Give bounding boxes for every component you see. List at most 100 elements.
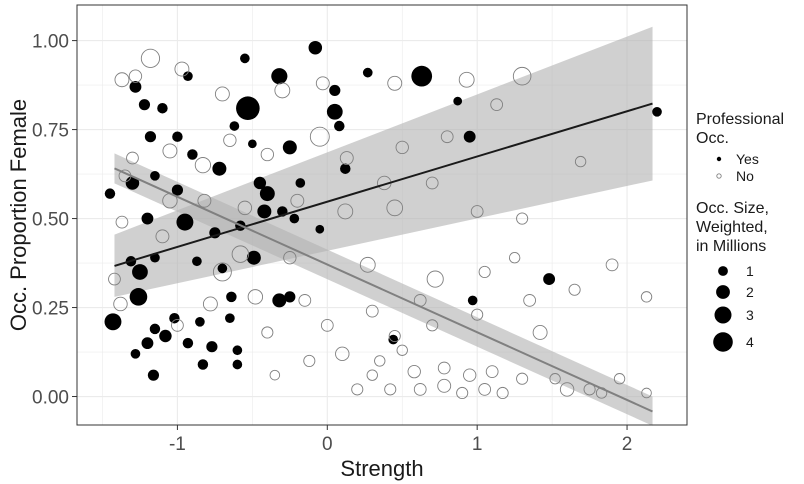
point-professional [169,312,180,324]
point-professional [225,313,235,324]
point-professional [176,213,194,231]
point-professional [171,184,184,196]
legend-group-title-line2: Occ. [696,130,729,147]
point-non-professional [212,262,232,282]
point-professional [282,140,297,155]
fit-line-yes [114,102,653,267]
point-non-professional [194,157,212,174]
point-non-professional [202,296,218,312]
point-non-professional [384,383,397,396]
point-professional [253,176,267,190]
legend-key-yes [716,156,722,162]
point-professional [453,96,463,106]
point-non-professional [426,270,444,288]
point-non-professional [387,75,403,91]
point-non-professional [155,229,170,244]
x-tick-label: -1 [169,434,186,455]
point-professional [141,212,154,225]
point-non-professional [171,318,184,332]
point-professional [284,291,296,303]
point-non-professional [114,72,130,88]
point-non-professional [613,373,626,385]
x-tick-label: 1 [472,434,483,455]
point-non-professional [456,386,469,400]
point-non-professional [337,203,354,220]
point-non-professional [231,245,250,263]
point-professional [467,295,478,306]
point-non-professional [395,140,409,155]
legend-size-title-line1: Occ. Size, [696,200,769,217]
point-non-professional [365,304,379,318]
point-non-professional [315,76,330,91]
point-professional [138,99,151,111]
point-professional [240,53,250,64]
point-professional [246,250,261,265]
point-non-professional [351,383,364,396]
point-non-professional [508,252,521,264]
legend-size-label-3: 3 [746,307,754,323]
point-professional [129,80,142,93]
point-professional [192,256,202,267]
point-non-professional [641,387,652,399]
data-points [104,40,662,400]
legend-size-label-1: 1 [746,263,754,279]
legend-size-key-2 [716,285,730,299]
point-professional [543,273,556,285]
point-professional [248,139,257,149]
point-non-professional [237,200,253,216]
point-non-professional [437,361,451,375]
point-professional [197,359,209,370]
point-non-professional [339,151,354,165]
point-non-professional [425,176,439,190]
point-non-professional [283,251,297,265]
point-non-professional [261,326,274,339]
point-non-professional [269,369,281,381]
point-non-professional [298,294,312,307]
legend-size-key-1 [718,266,728,276]
point-professional [334,120,345,132]
point-non-professional [274,82,291,99]
point-professional [326,103,343,120]
point-non-professional [574,155,587,168]
point-non-professional [174,61,190,77]
point-professional [329,84,341,97]
point-non-professional [559,382,575,397]
point-professional [157,102,168,114]
point-non-professional [485,365,499,378]
legend-size-label-2: 2 [746,284,754,300]
point-professional [295,178,306,188]
legend-key-no [716,173,722,179]
point-non-professional [407,364,421,379]
y-tick-label: 0.25 [32,299,69,320]
point-professional [257,204,272,219]
point-professional [132,264,148,280]
point-professional [150,171,160,181]
point-professional [463,130,476,143]
point-non-professional [549,373,561,385]
point-professional [232,345,243,356]
point-non-professional [197,193,212,208]
point-non-professional [523,294,536,307]
point-non-professional [386,199,404,217]
point-non-professional [568,283,581,296]
point-professional [141,337,154,350]
point-non-professional [396,344,408,356]
point-professional [212,161,227,176]
point-professional [159,329,172,343]
point-non-professional [426,319,439,332]
legend-size-title-line2: Weighted, [696,219,768,236]
point-non-professional [512,66,532,86]
y-axis-title: Occ. Proportion Female [6,99,31,331]
legend-group-title-line1: Professional [696,111,784,128]
point-professional [144,131,157,143]
y-tick-label: 0.50 [32,210,69,231]
point-professional [172,131,183,142]
point-non-professional [516,372,529,385]
point-non-professional [108,272,121,286]
point-professional [308,40,323,55]
point-non-professional [374,355,386,367]
point-non-professional [113,296,128,312]
point-non-professional [532,325,548,340]
point-professional [315,224,325,234]
point-non-professional [366,369,378,381]
